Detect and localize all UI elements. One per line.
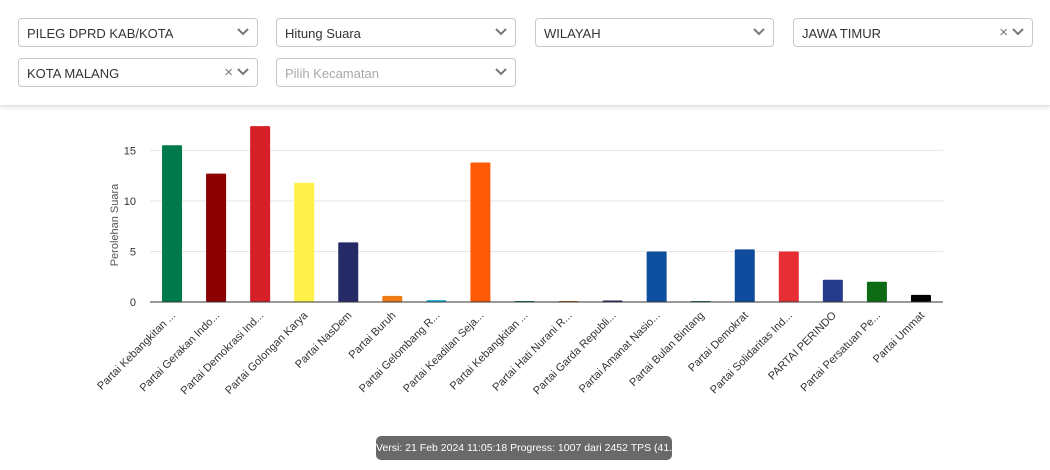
district-placeholder: Pilih Kecamatan [285, 66, 379, 81]
clear-x-icon[interactable]: × [224, 64, 233, 81]
x-tick-label: Partai Persatuan Pe... [798, 310, 883, 395]
chevron-down-icon [753, 28, 765, 36]
bar[interactable] [734, 249, 755, 302]
chevron-down-icon [495, 68, 507, 76]
bar[interactable] [470, 162, 491, 302]
bar[interactable] [778, 251, 799, 302]
filter-panel: PILEG DPRD KAB/KOTA Hitung Suara WILAYAH… [0, 0, 1050, 106]
x-tick-label: Partai Gelombang R... [357, 310, 442, 395]
chevron-down-icon [495, 28, 507, 36]
x-tick-label: Partai Bulan Bintang [627, 310, 706, 389]
chevron-down-icon [1012, 28, 1024, 36]
data-type-select[interactable]: Hitung Suara [276, 18, 516, 47]
bar[interactable] [822, 279, 843, 302]
x-tick-label: Partai Golongan Karya [223, 309, 311, 397]
x-tick-label: Partai Amanat Nasio... [577, 310, 663, 396]
city-select[interactable]: KOTA MALANG × [18, 58, 258, 87]
bar[interactable] [206, 173, 227, 302]
chevron-down-icon [237, 68, 249, 76]
province-select[interactable]: JAWA TIMUR × [793, 18, 1033, 47]
x-tick-label: Partai Kebangkitan ... [448, 310, 531, 393]
bar[interactable] [426, 299, 447, 302]
bar[interactable] [250, 126, 271, 302]
x-tick-label: Partai Gerakan Indo... [138, 310, 223, 395]
y-tick-label: 0 [130, 297, 136, 309]
district-select[interactable]: Pilih Kecamatan [276, 58, 516, 87]
election-type-value: PILEG DPRD KAB/KOTA [27, 26, 174, 41]
bar[interactable] [162, 145, 183, 302]
x-tick-label: Partai Kebangkitan ... [95, 310, 178, 393]
x-tick-label: Partai Hati Nurani R... [491, 310, 575, 394]
bar[interactable] [338, 242, 359, 302]
bar[interactable] [382, 295, 403, 302]
bar[interactable] [646, 251, 667, 302]
version-progress-badge: Versi: 21 Feb 2024 11:05:18 Progress: 10… [376, 436, 697, 460]
election-type-select[interactable]: PILEG DPRD KAB/KOTA [18, 18, 258, 47]
y-tick-label: 15 [124, 145, 136, 157]
x-tick-label: Partai Keadilan Seja... [401, 310, 486, 395]
bar[interactable] [910, 294, 931, 302]
area-mode-value: WILAYAH [544, 26, 601, 41]
x-tick-label: Partai Solidaritas Ind... [708, 310, 795, 397]
y-tick-label: 10 [124, 196, 136, 208]
bar[interactable] [294, 182, 315, 302]
y-axis-title: Perolehan Suara [109, 183, 121, 266]
y-tick-label: 5 [130, 246, 136, 258]
vote-bar-chart: 0 5 10 15 Perolehan Suara Partai Kebangkitan … [95, 126, 943, 398]
x-tick-label: Partai Demokrasi Ind... [179, 310, 267, 398]
city-value: KOTA MALANG [27, 66, 120, 81]
clear-x-icon[interactable]: × [999, 24, 1008, 41]
bar[interactable] [866, 281, 887, 302]
data-type-value: Hitung Suara [285, 26, 361, 41]
chevron-down-icon [237, 28, 249, 36]
province-value: JAWA TIMUR [802, 26, 881, 41]
x-tick-label: Partai Garda Republi... [531, 310, 619, 398]
area-mode-select[interactable]: WILAYAH [535, 18, 774, 47]
